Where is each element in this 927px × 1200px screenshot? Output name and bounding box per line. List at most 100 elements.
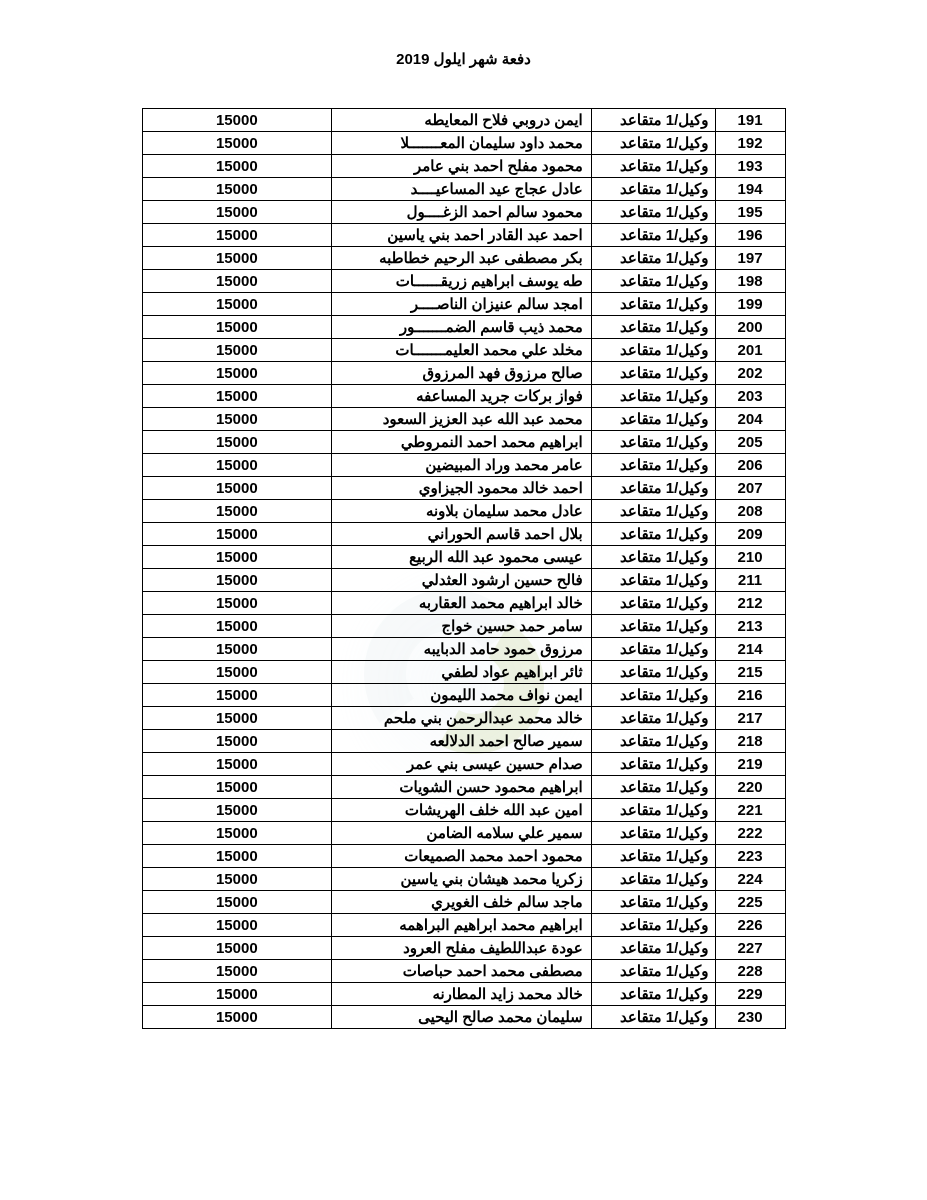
table-row: 15000خالد محمد عبدالرحمن بني ملحموكيل/1 … [142,707,785,730]
cell-rank: وكيل/1 متقاعد [591,224,715,247]
cell-amount: 15000 [142,523,332,546]
table-row: 15000صدام حسين عيسى بني عمروكيل/1 متقاعد… [142,753,785,776]
cell-rank: وكيل/1 متقاعد [591,132,715,155]
table-row: 15000سليمان محمد صالح اليحيىوكيل/1 متقاع… [142,1006,785,1029]
cell-amount: 15000 [142,500,332,523]
cell-amount: 15000 [142,845,332,868]
table-row: 15000عودة عبداللطيف مفلح العرودوكيل/1 مت… [142,937,785,960]
cell-number: 201 [715,339,785,362]
cell-amount: 15000 [142,960,332,983]
cell-number: 219 [715,753,785,776]
cell-rank: وكيل/1 متقاعد [591,799,715,822]
cell-number: 221 [715,799,785,822]
cell-amount: 15000 [142,385,332,408]
cell-amount: 15000 [142,408,332,431]
cell-name: احمد عبد القادر احمد بني ياسين [332,224,592,247]
cell-name: فواز بركات جريد المساعفه [332,385,592,408]
cell-rank: وكيل/1 متقاعد [591,983,715,1006]
cell-number: 225 [715,891,785,914]
cell-rank: وكيل/1 متقاعد [591,178,715,201]
cell-number: 217 [715,707,785,730]
cell-name: محمد ذيب قاسم الضمـــــــور [332,316,592,339]
table-container: 15000ايمن دروبي فلاح المعايطهوكيل/1 متقا… [142,108,786,1029]
cell-rank: وكيل/1 متقاعد [591,661,715,684]
cell-amount: 15000 [142,178,332,201]
table-row: 15000زكريا محمد هيشان بني ياسينوكيل/1 مت… [142,868,785,891]
cell-name: محمود سالم احمد الزغــــول [332,201,592,224]
cell-number: 200 [715,316,785,339]
cell-number: 205 [715,431,785,454]
cell-number: 193 [715,155,785,178]
table-row: 15000محمود سالم احمد الزغــــولوكيل/1 مت… [142,201,785,224]
cell-name: خالد محمد عبدالرحمن بني ملحم [332,707,592,730]
table-row: 15000عامر محمد وراد المبيضينوكيل/1 متقاع… [142,454,785,477]
cell-name: محمود احمد محمد الصميعات [332,845,592,868]
cell-amount: 15000 [142,201,332,224]
cell-number: 198 [715,270,785,293]
table-row: 15000فالح حسين ارشود العثدليوكيل/1 متقاع… [142,569,785,592]
cell-number: 228 [715,960,785,983]
cell-amount: 15000 [142,546,332,569]
cell-name: ثائر ابراهيم عواد لطفي [332,661,592,684]
cell-name: عودة عبداللطيف مفلح العرود [332,937,592,960]
cell-name: عادل محمد سليمان بلاونه [332,500,592,523]
cell-name: عيسى محمود عبد الله الربيع [332,546,592,569]
cell-rank: وكيل/1 متقاعد [591,247,715,270]
table-row: 15000سامر حمد حسين خواجوكيل/1 متقاعد213 [142,615,785,638]
cell-name: مخلد علي محمد العليمـــــــات [332,339,592,362]
cell-number: 226 [715,914,785,937]
cell-amount: 15000 [142,776,332,799]
cell-rank: وكيل/1 متقاعد [591,684,715,707]
cell-number: 196 [715,224,785,247]
cell-number: 206 [715,454,785,477]
cell-rank: وكيل/1 متقاعد [591,891,715,914]
cell-name: سامر حمد حسين خواج [332,615,592,638]
cell-name: محمد داود سليمان المعـــــــلا [332,132,592,155]
cell-name: محمد عبد الله عبد العزيز السعود [332,408,592,431]
table-row: 15000عادل محمد سليمان بلاونهوكيل/1 متقاع… [142,500,785,523]
cell-name: بلال احمد قاسم الحوراني [332,523,592,546]
cell-name: سليمان محمد صالح اليحيى [332,1006,592,1029]
cell-rank: وكيل/1 متقاعد [591,753,715,776]
cell-rank: وكيل/1 متقاعد [591,523,715,546]
table-row: 15000عيسى محمود عبد الله الربيعوكيل/1 مت… [142,546,785,569]
cell-number: 215 [715,661,785,684]
table-row: 15000مخلد علي محمد العليمـــــــاتوكيل/1… [142,339,785,362]
cell-amount: 15000 [142,316,332,339]
table-row: 15000صالح مرزوق فهد المرزوقوكيل/1 متقاعد… [142,362,785,385]
table-row: 15000ابراهيم محمد ابراهيم البراهمهوكيل/1… [142,914,785,937]
cell-amount: 15000 [142,684,332,707]
cell-rank: وكيل/1 متقاعد [591,316,715,339]
cell-amount: 15000 [142,293,332,316]
cell-amount: 15000 [142,569,332,592]
cell-rank: وكيل/1 متقاعد [591,822,715,845]
cell-name: احمد خالد محمود الجيزاوي [332,477,592,500]
cell-name: ايمن دروبي فلاح المعايطه [332,109,592,132]
cell-amount: 15000 [142,615,332,638]
cell-number: 216 [715,684,785,707]
payments-table: 15000ايمن دروبي فلاح المعايطهوكيل/1 متقا… [142,108,786,1029]
cell-name: مصطفى محمد احمد حباصات [332,960,592,983]
cell-number: 208 [715,500,785,523]
cell-amount: 15000 [142,1006,332,1029]
cell-number: 191 [715,109,785,132]
table-row: 15000ايمن نواف محمد الليمونوكيل/1 متقاعد… [142,684,785,707]
cell-name: بكر مصطفى عبد الرحيم خطاطبه [332,247,592,270]
cell-name: ابراهيم محمد ابراهيم البراهمه [332,914,592,937]
cell-rank: وكيل/1 متقاعد [591,155,715,178]
cell-rank: وكيل/1 متقاعد [591,477,715,500]
page-title: دفعة شهر ايلول 2019 [0,50,927,68]
table-row: 15000احمد خالد محمود الجيزاويوكيل/1 متقا… [142,477,785,500]
cell-number: 210 [715,546,785,569]
cell-name: عادل عجاج عيد المساعيــــد [332,178,592,201]
cell-number: 192 [715,132,785,155]
cell-name: عامر محمد وراد المبيضين [332,454,592,477]
cell-name: مرزوق حمود حامد الدبايبه [332,638,592,661]
cell-amount: 15000 [142,362,332,385]
cell-number: 212 [715,592,785,615]
cell-rank: وكيل/1 متقاعد [591,730,715,753]
table-row: 15000ايمن دروبي فلاح المعايطهوكيل/1 متقا… [142,109,785,132]
cell-rank: وكيل/1 متقاعد [591,362,715,385]
cell-amount: 15000 [142,891,332,914]
cell-number: 222 [715,822,785,845]
